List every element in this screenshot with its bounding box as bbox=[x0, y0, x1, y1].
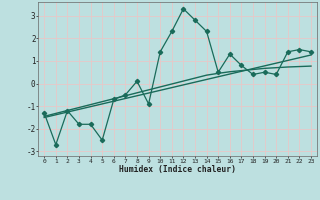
X-axis label: Humidex (Indice chaleur): Humidex (Indice chaleur) bbox=[119, 165, 236, 174]
